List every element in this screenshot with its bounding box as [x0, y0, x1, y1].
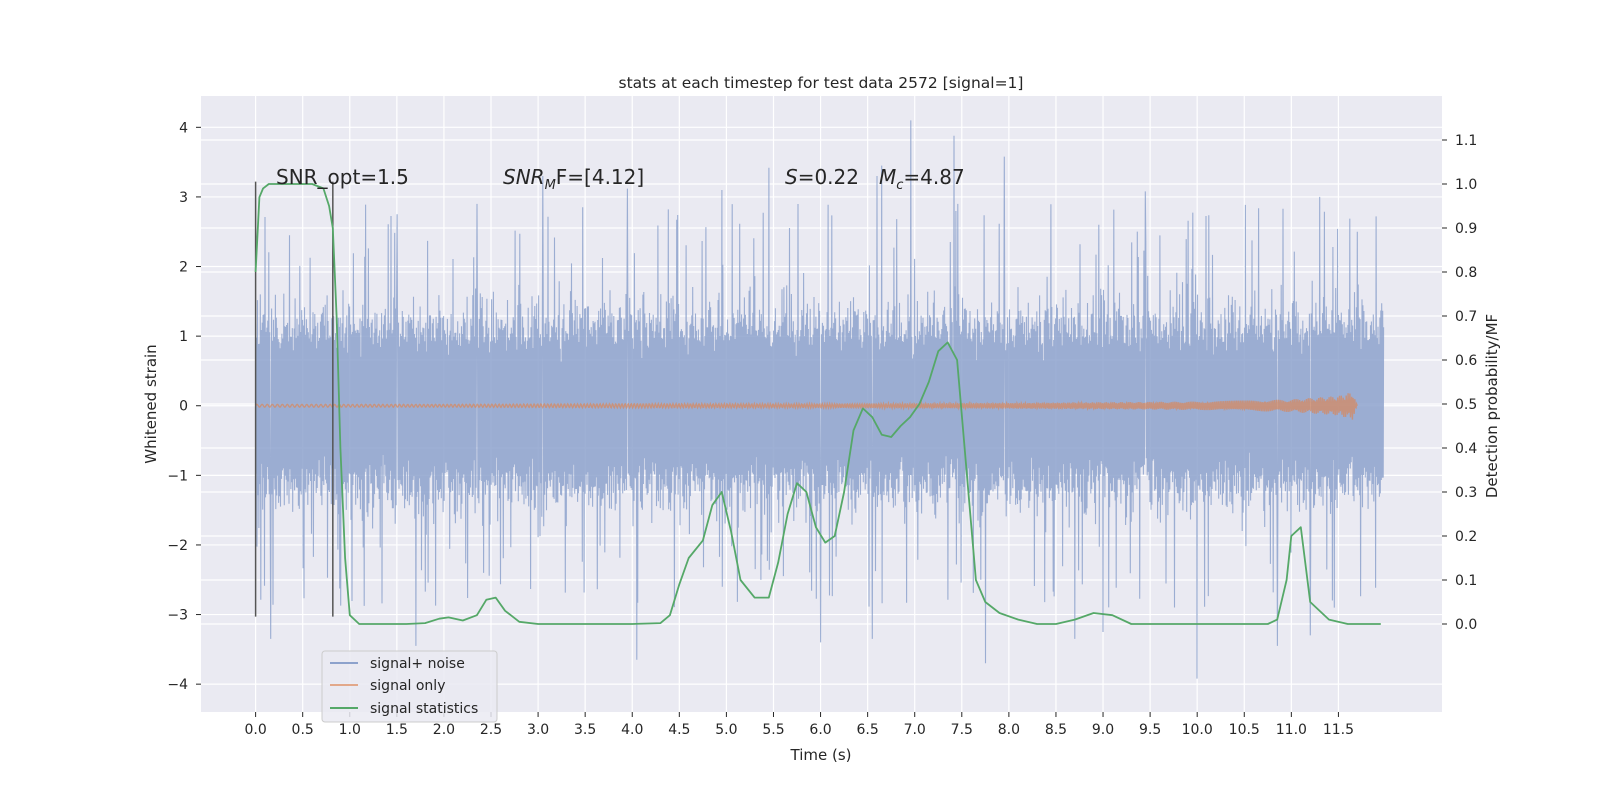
y2-tick-label: 0.5 [1455, 397, 1477, 413]
x-tick-label: 10.0 [1182, 722, 1213, 738]
signal-statistics-series [254, 183, 1381, 625]
x-tick-label: 9.0 [1092, 722, 1114, 738]
legend-label-signal-only: signal only [370, 678, 445, 694]
signal-statistics-line [254, 183, 1381, 625]
annotation-mc: Mc=4.87 [879, 165, 965, 193]
y2-tick-label: 1.0 [1455, 177, 1477, 193]
x-tick-label: 9.5 [1139, 722, 1161, 738]
x-tick-label: 5.5 [762, 722, 784, 738]
x-tick-label: 6.5 [857, 722, 879, 738]
signal-only-line [255, 393, 1358, 420]
signal-only-series [255, 393, 1358, 420]
y2-tick-label: 0.3 [1455, 485, 1477, 501]
annotation-snr-opt: SNR_opt=1.5 [276, 165, 409, 189]
x-tick-label: 11.5 [1323, 722, 1354, 738]
x-tick-label: 5.0 [715, 722, 737, 738]
y2-tick-label: 1.1 [1455, 133, 1477, 149]
x-tick-label: 0.5 [292, 722, 314, 738]
signal-noise-line [255, 120, 1385, 679]
y2-axis-label: Detection probability/MF [1483, 314, 1501, 498]
x-tick-label: 10.5 [1229, 722, 1260, 738]
y-tick-label: 2 [179, 260, 188, 276]
x-axis-label: Time (s) [790, 746, 852, 764]
legend-box [321, 650, 498, 723]
x-tick-label: 1.5 [386, 722, 408, 738]
y-tick-label: −2 [167, 538, 188, 554]
legend-label-signal-statistics: signal statistics [370, 701, 478, 717]
y2-tick-label: 0.0 [1455, 617, 1477, 633]
y-tick-label: 0 [179, 399, 188, 415]
annotation-snr-mf: SNRMF=[4.12] [503, 165, 644, 193]
y-tick-label: −1 [167, 468, 188, 484]
x-tick-label: 3.0 [527, 722, 549, 738]
y2-tick-label: 0.4 [1455, 441, 1477, 457]
signal-noise-series [255, 120, 1385, 679]
axis-ticks: 0.0 0.5 1.0 1.5 2.0 2.5 3.0 3.5 4.0 4.5 5.0 5.5 6.0 6… [167, 120, 1477, 738]
y2-tick-label: 0.1 [1455, 573, 1477, 589]
x-tick-label: 8.0 [998, 722, 1020, 738]
y2-tick-label: 0.8 [1455, 265, 1477, 281]
legend: signal+ noise signal only signal statist… [321, 650, 498, 723]
x-tick-label: 3.5 [574, 722, 596, 738]
y-axis-label: Whitened strain [142, 344, 160, 463]
y2-tick-label: 0.9 [1455, 221, 1477, 237]
x-tick-label: 11.0 [1276, 722, 1307, 738]
x-tick-label: 7.0 [904, 722, 926, 738]
x-tick-label: 8.5 [1045, 722, 1067, 738]
x-tick-label: 6.0 [809, 722, 831, 738]
annotation-s: S=0.22 [785, 165, 859, 189]
x-tick-label: 4.0 [621, 722, 643, 738]
y-tick-label: 1 [179, 329, 188, 345]
x-tick-label: 0.0 [244, 722, 266, 738]
y-tick-label: −4 [167, 677, 188, 693]
chart-title: stats at each timestep for test data 257… [619, 74, 1024, 92]
y-tick-label: 4 [179, 120, 188, 136]
x-tick-label: 2.5 [480, 722, 502, 738]
legend-label-signal-noise: signal+ noise [370, 656, 465, 672]
y2-tick-label: 0.7 [1455, 309, 1477, 325]
y-tick-label: 3 [179, 190, 188, 206]
x-tick-label: 4.5 [668, 722, 690, 738]
x-tick-label: 2.0 [433, 722, 455, 738]
y2-tick-label: 0.6 [1455, 353, 1477, 369]
x-tick-label: 7.5 [951, 722, 973, 738]
y-tick-label: −3 [167, 608, 188, 624]
y2-tick-label: 0.2 [1455, 529, 1477, 545]
x-tick-label: 1.0 [339, 722, 361, 738]
